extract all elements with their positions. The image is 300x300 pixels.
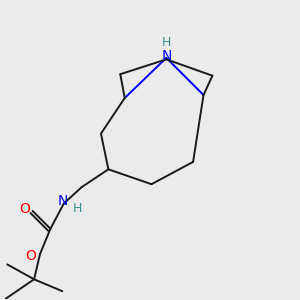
Text: H: H	[162, 36, 171, 49]
Text: N: N	[161, 50, 172, 63]
Text: N: N	[57, 194, 68, 208]
Text: O: O	[19, 202, 30, 216]
Text: O: O	[25, 248, 36, 262]
Text: H: H	[73, 202, 82, 215]
